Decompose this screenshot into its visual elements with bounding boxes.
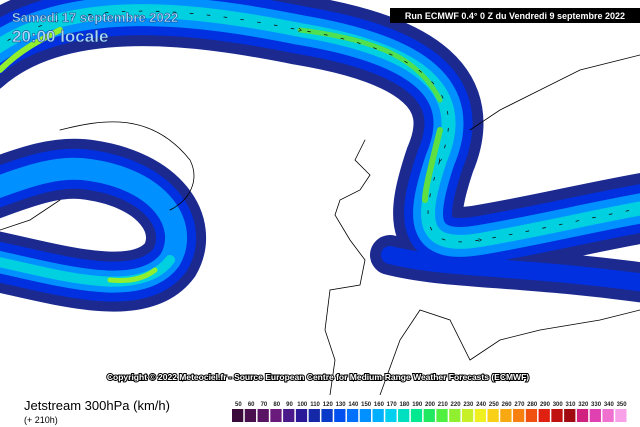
scale-cell bbox=[410, 409, 423, 422]
scale-label: 230 bbox=[463, 402, 474, 408]
scale-label: 160 bbox=[374, 402, 385, 408]
scale-cell bbox=[602, 409, 614, 422]
scale-cell bbox=[564, 409, 576, 422]
scale-cell bbox=[385, 409, 397, 422]
time: 20:00 locale bbox=[12, 27, 108, 46]
scale-label: 270 bbox=[514, 402, 525, 408]
scale-label: 50 bbox=[235, 402, 242, 408]
scale-cell bbox=[372, 409, 384, 422]
scale-label: 280 bbox=[527, 402, 538, 408]
scale-cell bbox=[398, 409, 410, 422]
scale-cell bbox=[423, 409, 435, 422]
scale-cell bbox=[500, 409, 512, 422]
scale-cell bbox=[525, 409, 538, 422]
scale-label: 260 bbox=[502, 402, 513, 408]
scale-label: 220 bbox=[451, 402, 462, 408]
scale-label: 60 bbox=[248, 402, 255, 408]
scale-label: 200 bbox=[425, 402, 436, 408]
scale-label: 340 bbox=[604, 402, 615, 408]
jetstream bbox=[0, 0, 640, 395]
scale-cell bbox=[244, 409, 257, 422]
scale-cell bbox=[474, 409, 486, 422]
coastlines bbox=[0, 54, 640, 395]
copyright: Copyright © 2022 Meteociel.fr - Source E… bbox=[107, 372, 529, 382]
scale-cell bbox=[334, 409, 346, 422]
scale-label: 180 bbox=[399, 402, 410, 408]
scale-label: 240 bbox=[476, 402, 487, 408]
scale-label: 350 bbox=[617, 402, 628, 408]
scale-label: 70 bbox=[261, 402, 268, 408]
scale-cell bbox=[257, 409, 269, 422]
scale-label: 190 bbox=[412, 402, 423, 408]
run-info: Run ECMWF 0.4° 0 Z du Vendredi 9 septemb… bbox=[405, 11, 625, 21]
scale-cell bbox=[576, 409, 589, 422]
scale-label: 140 bbox=[348, 402, 359, 408]
scale-label: 170 bbox=[387, 402, 398, 408]
scale-cell bbox=[615, 409, 627, 422]
scale-cell bbox=[589, 409, 601, 422]
scale-label: 310 bbox=[566, 402, 577, 408]
footer-title: Jetstream 300hPa (km/h) bbox=[24, 398, 170, 413]
scale-label: 120 bbox=[323, 402, 334, 408]
scale-cell bbox=[461, 409, 474, 422]
scale-cell bbox=[538, 409, 550, 422]
scale-label: 110 bbox=[310, 402, 320, 408]
scale-cell bbox=[321, 409, 333, 422]
scale-label: 90 bbox=[286, 402, 293, 408]
scale-cell bbox=[513, 409, 525, 422]
scale-label: 150 bbox=[361, 402, 372, 408]
jet-layers bbox=[0, 0, 640, 312]
scale-cell bbox=[359, 409, 372, 422]
lead-time: (+ 210h) bbox=[24, 415, 58, 425]
scale-cell bbox=[308, 409, 320, 422]
scale-cell bbox=[346, 409, 359, 422]
scale-label: 320 bbox=[578, 402, 589, 408]
run-box bbox=[390, 8, 640, 23]
scale-cell bbox=[270, 409, 282, 422]
scale-cell bbox=[487, 409, 499, 422]
scale-cell bbox=[551, 409, 563, 422]
scale-label: 250 bbox=[489, 402, 500, 408]
scale-cell bbox=[232, 409, 244, 422]
date: Samedi 17 septembre 2022 bbox=[12, 10, 178, 25]
scale-label: 290 bbox=[540, 402, 551, 408]
scale-label: 130 bbox=[336, 402, 347, 408]
scale-cell bbox=[283, 409, 295, 422]
scale-cell bbox=[436, 409, 448, 422]
scale-cell bbox=[295, 409, 308, 422]
scale-label: 210 bbox=[438, 402, 449, 408]
scale-label: 80 bbox=[273, 402, 280, 408]
scale-label: 100 bbox=[297, 402, 308, 408]
scale-label: 300 bbox=[553, 402, 564, 408]
scale-cell bbox=[449, 409, 461, 422]
color-scale: 50 60 70 80 90 100 110 120 130 140 150 160 170 180 190… bbox=[232, 402, 627, 422]
scale-label: 330 bbox=[591, 402, 602, 408]
